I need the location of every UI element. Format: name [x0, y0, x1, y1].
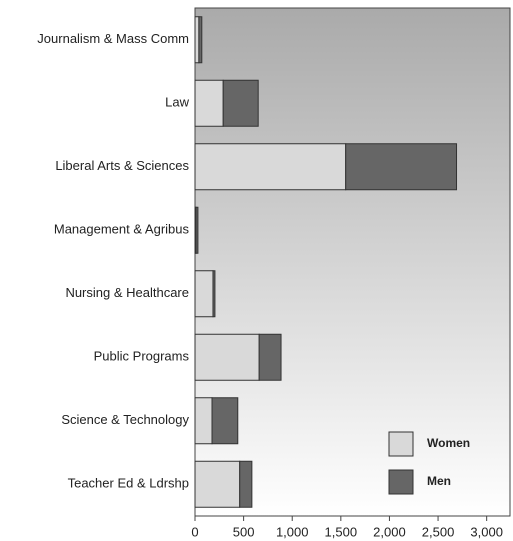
bar-segment — [194, 397, 213, 445]
y-tick-label: Journalism & Mass Comm — [37, 31, 189, 46]
y-tick-label: Nursing & Healthcare — [65, 285, 189, 300]
bar-segment — [194, 333, 260, 381]
y-tick-label: Management & Agribus — [54, 222, 190, 237]
legend-label: Men — [427, 474, 451, 488]
bar-segment — [194, 460, 241, 508]
y-tick-label: Teacher Ed & Ldrshp — [68, 476, 189, 491]
bar-segment — [194, 270, 214, 318]
x-tick-label: 2,000 — [373, 524, 406, 539]
x-tick-label: 0 — [191, 524, 198, 539]
legend-swatch — [388, 431, 414, 457]
bar-segment — [195, 206, 199, 254]
bar-segment — [194, 143, 347, 191]
x-tick-label: 1,500 — [325, 524, 358, 539]
x-tick-label: 2,500 — [422, 524, 455, 539]
x-tick-label: 500 — [233, 524, 255, 539]
bar-segment — [198, 16, 203, 64]
y-tick-label: Law — [165, 95, 189, 110]
y-tick-label: Public Programs — [94, 349, 190, 364]
bar-segment — [194, 79, 224, 127]
legend-label: Women — [427, 436, 470, 450]
x-tick-label: 3,000 — [470, 524, 503, 539]
y-tick-label: Liberal Arts & Sciences — [55, 158, 189, 173]
y-tick-label: Science & Technology — [61, 412, 189, 427]
bar-segment — [222, 79, 259, 127]
bar-segment — [194, 16, 200, 64]
bar-segment — [211, 397, 239, 445]
bar-segment — [212, 270, 216, 318]
legend-swatch — [388, 469, 414, 495]
x-tick-label: 1,000 — [276, 524, 309, 539]
bar-segment — [345, 143, 458, 191]
bar-segment — [239, 460, 253, 508]
bar-segment — [258, 333, 282, 381]
